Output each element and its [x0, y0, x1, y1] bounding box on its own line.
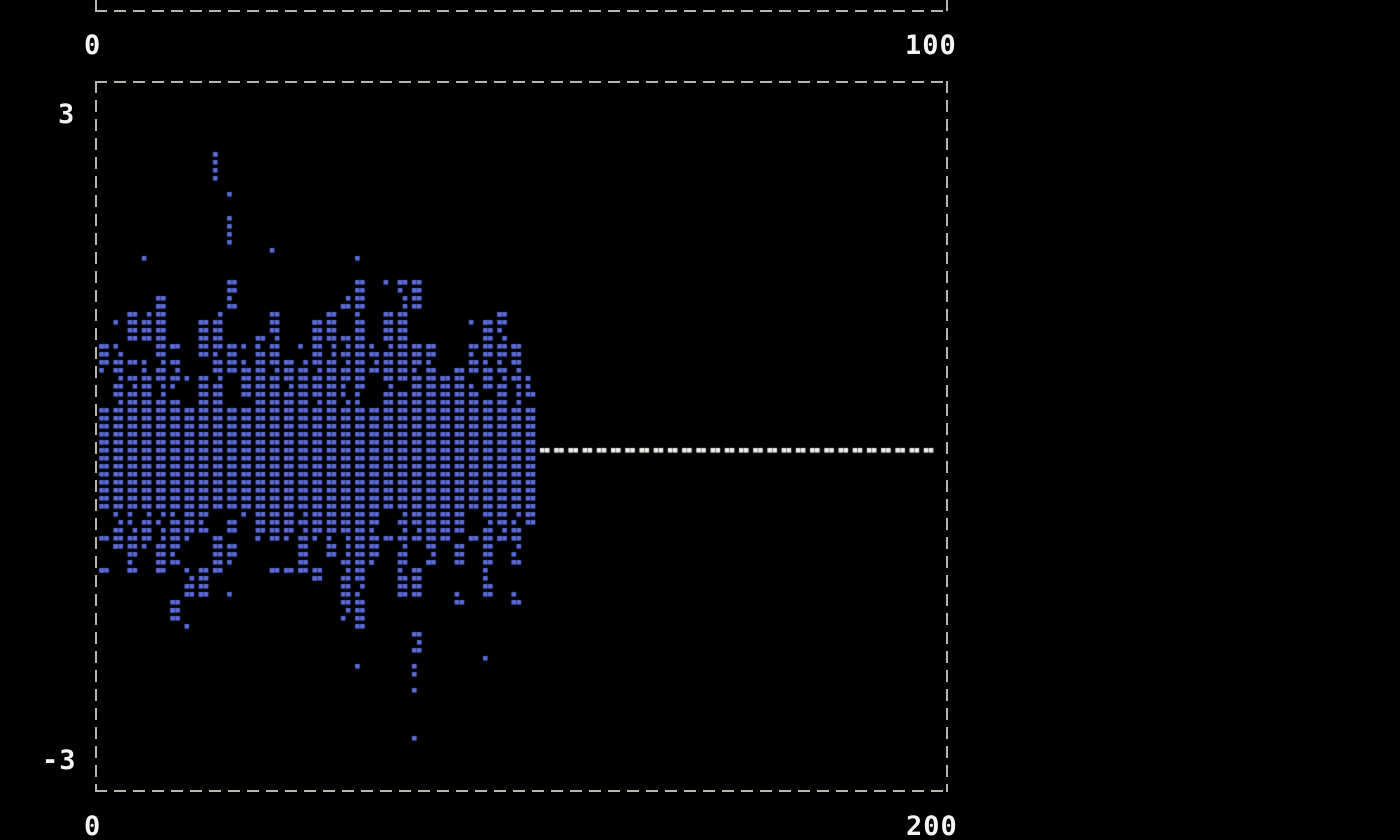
top-chart-right-corner — [946, 0, 948, 11]
top-chart-x-label-right: 100 — [905, 30, 957, 61]
main-chart-x-label-left: 0 — [84, 811, 102, 840]
main-chart-top-border — [95, 81, 948, 83]
top-chart-bottom-border — [95, 10, 948, 12]
main-chart-left-border — [95, 81, 97, 792]
top-chart-left-corner — [95, 0, 97, 11]
main-chart-y-label-bottom: -3 — [42, 745, 77, 776]
top-chart-x-label-left: 0 — [84, 30, 102, 61]
main-chart-x-label-right: 200 — [906, 811, 958, 840]
main-chart-y-label-top: 3 — [58, 99, 76, 130]
main-chart-right-border — [946, 81, 948, 792]
main-chart-bottom-border — [95, 790, 948, 792]
